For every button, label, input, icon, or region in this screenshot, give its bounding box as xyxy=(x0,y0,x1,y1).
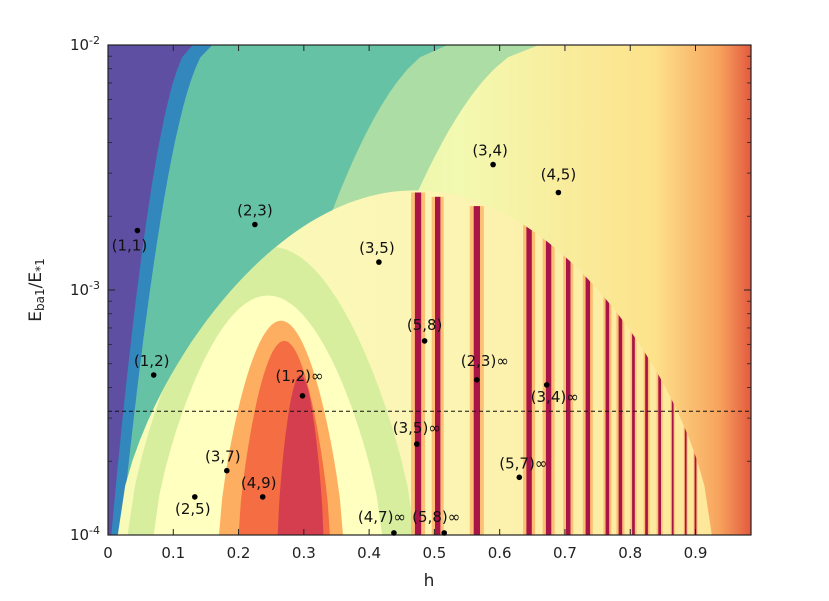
annotation-label-7: (1,2)∞ xyxy=(275,367,323,385)
annotation-label-11: (5,7)∞ xyxy=(499,454,547,472)
annotation-point-6 xyxy=(150,372,157,378)
stripe-core-3 xyxy=(526,221,532,535)
stripe-core-10 xyxy=(645,295,648,535)
x-tick-label-3: 0.3 xyxy=(292,544,316,562)
annotation-label-14: (2,5) xyxy=(175,500,211,518)
band-purple xyxy=(108,45,193,535)
x-tick-label-4: 0.4 xyxy=(357,544,381,562)
stripe-core-2 xyxy=(473,206,480,535)
annotation-point-16 xyxy=(441,530,448,536)
heatmap-plot-area xyxy=(108,45,751,535)
annotation-label-4: (3,5) xyxy=(359,239,395,257)
stripe-core-0 xyxy=(414,192,422,535)
y-tick-label-2: 10-2 xyxy=(70,34,100,55)
stripe-core-6 xyxy=(585,246,591,535)
annotation-label-2: (3,4) xyxy=(472,142,508,160)
annotation-point-11 xyxy=(516,474,523,481)
stripe-core-13 xyxy=(684,363,687,535)
x-tick-label-7: 0.7 xyxy=(553,544,577,562)
annotations: (1,1) (2,3) (3,4) (4,5) (3,5) (5,8) (1,2) (1,2)… xyxy=(112,142,579,536)
annotation-label-3: (4,5) xyxy=(541,166,577,184)
y-axis-title: Eba1/E*1 xyxy=(26,258,47,321)
annotation-point-12 xyxy=(224,467,230,474)
y-tick-label-1: 10-3 xyxy=(70,279,100,300)
annotation-label-13: (4,9) xyxy=(241,474,277,492)
stripe-core-1 xyxy=(435,196,441,535)
annotation-point-5 xyxy=(421,338,428,344)
y-axis-title-main: E xyxy=(26,311,46,322)
annotation-point-15 xyxy=(391,530,397,536)
stripe-core-11 xyxy=(658,313,661,535)
annotation-point-2 xyxy=(490,161,496,168)
x-tick-label-9: 0.9 xyxy=(684,544,708,562)
annotation-label-8: (2,3)∞ xyxy=(461,352,509,370)
y-axis-title-slash: /E xyxy=(26,272,46,288)
annotation-point-9 xyxy=(543,382,550,388)
stripe-core-12 xyxy=(671,335,674,535)
annotation-point-10 xyxy=(414,441,420,447)
y-axis-title-sub1: ba1 xyxy=(33,288,47,311)
annotation-point-3 xyxy=(555,189,562,196)
annotation-label-9: (3,4)∞ xyxy=(531,388,579,406)
x-axis: 0 0.1 0.2 0.3 0.4 0.5 0.6 0.7 0.8 0.9 xyxy=(103,45,707,562)
x-tick-label-6: 0.6 xyxy=(488,544,512,562)
x-tick-label-8: 0.8 xyxy=(618,544,642,562)
stripe-core-4 xyxy=(545,227,552,535)
annotation-point-4 xyxy=(376,259,382,265)
stripe-core-7 xyxy=(605,262,610,535)
stripe-core-14 xyxy=(694,387,697,535)
x-axis-title: h xyxy=(424,571,435,591)
stripe-core-8 xyxy=(618,270,623,535)
arch-features xyxy=(127,192,698,535)
annotation-point-14 xyxy=(192,494,198,500)
annotation-point-0 xyxy=(134,227,141,234)
x-tick-label-1: 0.1 xyxy=(161,544,185,562)
annotation-point-13 xyxy=(259,494,266,500)
x-tick-label-5: 0.5 xyxy=(422,544,446,562)
annotation-label-15: (4,7)∞ xyxy=(358,508,406,526)
annotation-label-16: (5,8)∞ xyxy=(412,508,460,526)
annotation-label-0: (1,1) xyxy=(112,237,148,255)
annotation-point-8 xyxy=(474,377,480,383)
annotation-label-12: (3,7) xyxy=(205,448,241,466)
annotation-point-1 xyxy=(252,221,258,228)
stripe-core-9 xyxy=(632,279,635,535)
annotation-point-7 xyxy=(299,393,306,399)
y-axis: 10-4 10-3 10-2 xyxy=(70,34,751,545)
x-tick-label-0: 0 xyxy=(103,544,113,562)
y-axis-title-sub2: *1 xyxy=(33,258,47,272)
annotation-label-10: (3,5)∞ xyxy=(393,419,441,437)
annotation-label-6: (1,2) xyxy=(134,352,170,370)
lobe-crimson xyxy=(277,375,324,535)
x-tick-label-2: 0.2 xyxy=(227,544,251,562)
stripe-core-5 xyxy=(566,236,571,535)
annotation-label-5: (5,8) xyxy=(407,316,443,334)
y-tick-label-0: 10-4 xyxy=(70,524,100,545)
annotation-label-1: (2,3) xyxy=(237,202,273,220)
